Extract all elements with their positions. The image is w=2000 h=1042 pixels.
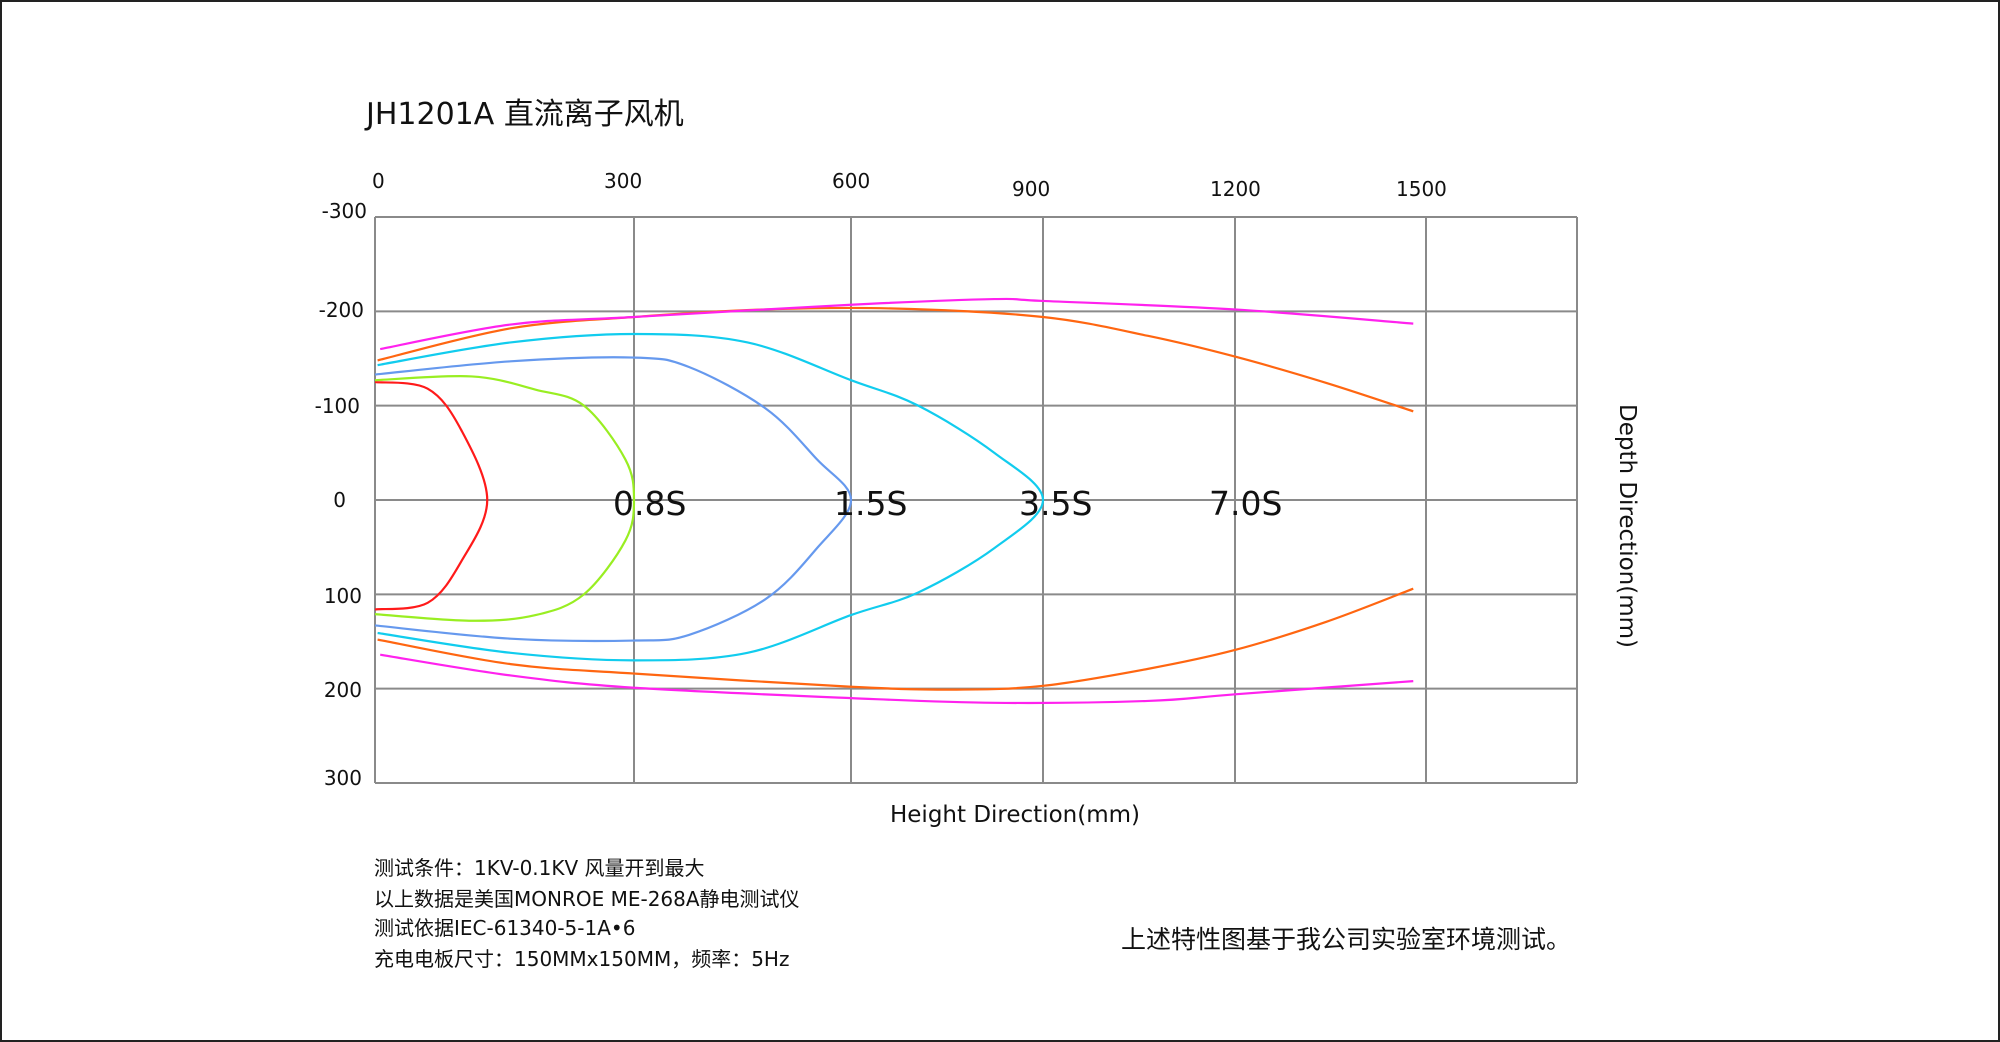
chart-title: JH1201A 直流离子风机 xyxy=(364,97,684,132)
y-tick-label: -200 xyxy=(319,298,364,322)
note-line: 以上数据是美国MONROE ME-268A静电测试仪 xyxy=(374,887,800,911)
y-tick-label: 0 xyxy=(333,488,346,512)
footer-note: 上述特性图基于我公司实验室环境测试。 xyxy=(1121,925,1571,954)
annotation-1-5s: 1.5S xyxy=(834,484,907,523)
note-line: 测试条件：1KV-0.1KV 风量开到最大 xyxy=(374,856,705,880)
x-tick-labels: 0 300 600 900 1200 1500 xyxy=(372,169,1447,201)
series-curve-3 xyxy=(377,332,1045,662)
x-tick-label: 900 xyxy=(1012,177,1050,201)
series-curve-6 xyxy=(379,297,1414,351)
series-curve-2 xyxy=(374,356,853,643)
note-line: 充电电板尺寸：150MMx150MM，频率：5Hz xyxy=(374,947,789,971)
y-tick-label: -300 xyxy=(322,199,367,223)
x-tick-label: 300 xyxy=(604,169,642,193)
y-tick-label: 200 xyxy=(324,678,362,702)
x-tick-label: 1500 xyxy=(1396,177,1447,201)
test-notes: 测试条件：1KV-0.1KV 风量开到最大 以上数据是美国MONROE ME-2… xyxy=(374,856,800,971)
note-line: 测试依据IEC-61340-5-1A•6 xyxy=(374,916,635,940)
series-curve-0 xyxy=(374,380,489,611)
series-curve-4 xyxy=(377,306,1414,413)
annotation-7-0s: 7.0S xyxy=(1209,484,1282,523)
x-tick-label: 600 xyxy=(832,169,870,193)
annotations: 0.8S 1.5S 3.5S 7.0S xyxy=(613,484,1282,523)
x-tick-label: 0 xyxy=(372,169,385,193)
x-axis-label: Height Direction(mm) xyxy=(890,802,1140,828)
curves xyxy=(374,297,1414,705)
x-tick-label: 1200 xyxy=(1210,177,1261,201)
y-tick-labels: -300 -200 -100 0 100 200 300 xyxy=(315,199,367,790)
annotation-3-5s: 3.5S xyxy=(1019,484,1092,523)
annotation-0-8s: 0.8S xyxy=(613,484,686,523)
y-tick-label: 100 xyxy=(324,584,362,608)
series-curve-1 xyxy=(374,375,636,622)
y-axis-label: Depth Direction(mm) xyxy=(1614,404,1640,648)
y-tick-label: -100 xyxy=(315,394,360,418)
series-curve-5 xyxy=(377,587,1414,691)
y-tick-label: 300 xyxy=(324,766,362,790)
series-curve-7 xyxy=(380,653,1414,705)
